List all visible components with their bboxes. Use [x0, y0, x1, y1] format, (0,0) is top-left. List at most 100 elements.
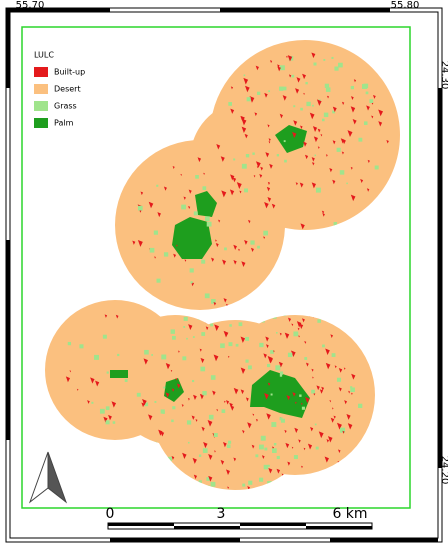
- grass-patch: [112, 421, 116, 424]
- built-up-patch: [330, 334, 334, 338]
- grass-patch: [198, 454, 202, 457]
- built-up-patch: [294, 401, 297, 405]
- built-up-patch: [311, 182, 317, 189]
- built-up-patch: [351, 373, 356, 380]
- grass-patch: [282, 86, 287, 91]
- built-up-patch: [304, 340, 307, 344]
- built-up-patch: [266, 186, 271, 192]
- built-up-patch: [142, 399, 147, 406]
- legend-swatch: [34, 67, 48, 77]
- grass-patch: [270, 350, 274, 354]
- grass-patch: [228, 102, 233, 106]
- grass-patch: [163, 386, 166, 389]
- grass-patch: [171, 419, 174, 423]
- built-up-patch: [293, 120, 298, 126]
- built-up-patch: [104, 314, 108, 318]
- built-up-patch: [332, 140, 336, 145]
- built-up-patch: [218, 219, 221, 223]
- built-up-patch: [211, 257, 215, 262]
- built-up-patch: [322, 213, 325, 217]
- built-up-patch: [244, 133, 248, 139]
- built-up-patch: [137, 239, 143, 247]
- built-up-patch: [76, 388, 79, 391]
- grass-patch: [245, 336, 250, 341]
- grass-patch: [334, 66, 339, 71]
- built-up-patch: [266, 413, 271, 420]
- grass-patch: [279, 86, 284, 91]
- built-up-patch: [184, 259, 187, 262]
- grass-patch: [153, 230, 159, 235]
- grass-patch: [94, 354, 99, 360]
- grass-patch: [171, 335, 176, 340]
- built-up-patch: [317, 128, 321, 133]
- built-up-patch: [325, 154, 328, 157]
- grass-patch: [324, 83, 330, 88]
- grass-patch: [106, 371, 109, 374]
- grass-patch: [228, 440, 232, 444]
- grass-patch: [156, 184, 159, 187]
- built-up-patch: [295, 88, 300, 94]
- built-up-patch: [311, 52, 316, 59]
- built-up-patch: [215, 239, 217, 242]
- grass-patch: [257, 91, 261, 95]
- built-up-patch: [176, 383, 181, 389]
- grass-patch: [287, 352, 293, 358]
- grass-patch: [306, 101, 311, 107]
- built-up-patch: [371, 115, 374, 119]
- grass-patch: [206, 221, 212, 227]
- map-frame: [5, 7, 443, 543]
- grass-patch: [192, 379, 195, 383]
- grass-patch: [301, 406, 305, 410]
- grass-patch: [267, 464, 270, 467]
- built-up-patch: [299, 182, 304, 188]
- built-up-patch: [307, 443, 313, 450]
- built-up-patch: [286, 395, 291, 401]
- grass-patch: [304, 357, 308, 360]
- grass-patch: [156, 278, 161, 283]
- grass-patch: [252, 152, 255, 155]
- grass-patch: [186, 420, 192, 425]
- grass-patch: [144, 402, 149, 407]
- grass-patch: [105, 420, 110, 425]
- built-up-patch: [239, 190, 242, 194]
- built-up-patch: [165, 392, 170, 398]
- built-up-patch: [251, 444, 255, 449]
- built-up-patch: [248, 219, 251, 224]
- grass-patch: [182, 356, 187, 361]
- grass-patch: [117, 353, 120, 357]
- built-up-patch: [340, 138, 345, 144]
- grass-patch: [208, 414, 214, 420]
- grass-patch: [181, 204, 186, 210]
- built-up-patch: [269, 163, 273, 169]
- grass-patch: [276, 154, 280, 157]
- built-up-patch: [327, 95, 330, 99]
- latitude-label: 24.20: [439, 456, 448, 485]
- grass-patch: [350, 386, 353, 389]
- built-up-patch: [276, 468, 281, 474]
- built-up-patch: [247, 486, 250, 490]
- built-up-patch: [180, 173, 182, 176]
- built-up-patch: [230, 108, 235, 114]
- built-up-patch: [268, 467, 273, 474]
- grass-patch: [213, 433, 218, 437]
- built-up-patch: [331, 407, 334, 410]
- scale-label: 0: [106, 506, 115, 522]
- built-up-patch: [141, 402, 145, 408]
- grass-patch: [325, 87, 331, 92]
- built-up-patch: [69, 370, 72, 373]
- built-up-patch: [267, 356, 273, 363]
- built-up-patch: [212, 390, 216, 396]
- grass-patch: [246, 97, 251, 102]
- built-up-patch: [171, 388, 175, 392]
- grass-patch: [312, 104, 314, 107]
- grass-patch: [245, 359, 249, 363]
- built-up-patch: [233, 457, 237, 462]
- grass-patch: [315, 446, 319, 450]
- grass-patch: [293, 331, 299, 337]
- built-up-patch: [95, 380, 100, 387]
- built-up-patch: [300, 125, 303, 130]
- built-up-patch: [233, 260, 237, 265]
- built-up-patch: [285, 442, 290, 449]
- built-up-patch: [320, 134, 323, 137]
- built-up-patch: [267, 124, 270, 128]
